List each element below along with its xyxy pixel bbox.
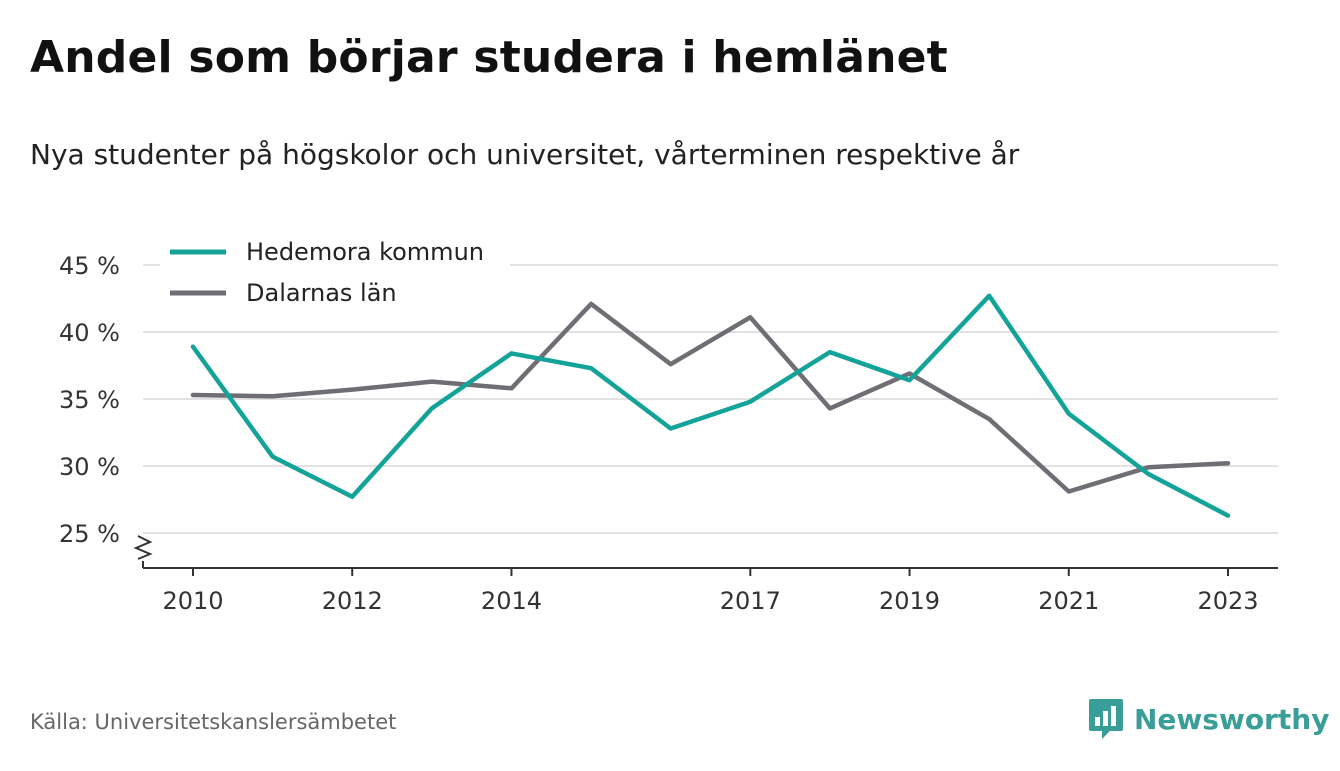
y-tick-label: 35 %	[59, 386, 120, 414]
x-tick-label: 2021	[1038, 587, 1099, 615]
chart-subtitle: Nya studenter på högskolor och universit…	[30, 138, 1020, 171]
chart-title: Andel som börjar studera i hemlänet	[30, 32, 948, 83]
x-tick-label: 2023	[1197, 587, 1258, 615]
legend-label: Hedemora kommun	[246, 238, 484, 266]
newsworthy-logo-icon	[1089, 699, 1123, 739]
y-tick-label: 40 %	[59, 319, 120, 347]
x-tick-label: 2017	[720, 587, 781, 615]
x-tick-label: 2014	[481, 587, 542, 615]
brand-name: Newsworthy	[1134, 702, 1330, 736]
y-tick-label: 30 %	[59, 453, 120, 481]
x-tick-label: 2010	[162, 587, 223, 615]
brand[interactable]: Newsworthy	[1088, 698, 1329, 740]
y-tick-label: 45 %	[59, 252, 120, 280]
series-line	[190, 293, 1231, 518]
y-tick-label: 25 %	[59, 520, 120, 548]
line-chart: 25 % 30 % 35 % 40 % 45 % 2010 2012 2014 2017 2019…	[59, 232, 1278, 615]
source-note: Källa: Universitetskanslersämbetet	[30, 710, 397, 734]
axis-break-icon	[133, 535, 153, 560]
legend-background	[160, 232, 510, 312]
legend-label: Dalarnas län	[246, 279, 397, 307]
x-tick-label: 2012	[322, 587, 383, 615]
x-tick-label: 2019	[879, 587, 940, 615]
series-line	[190, 301, 1231, 494]
